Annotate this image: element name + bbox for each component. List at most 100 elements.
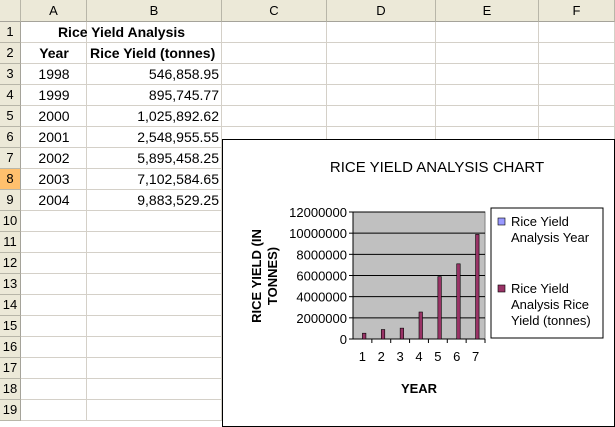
cell[interactable] (87, 295, 222, 316)
cell[interactable] (436, 22, 539, 43)
column-header-a[interactable]: A (21, 0, 87, 22)
cell[interactable] (87, 358, 222, 379)
cell[interactable] (87, 43, 222, 64)
cell[interactable] (539, 106, 615, 127)
cell[interactable] (21, 85, 87, 106)
cell[interactable] (436, 64, 539, 85)
cell[interactable] (436, 43, 539, 64)
cell[interactable] (21, 127, 87, 148)
cell[interactable] (436, 106, 539, 127)
row-header-11[interactable]: 11 (0, 232, 21, 253)
cell[interactable] (222, 43, 327, 64)
cell[interactable] (87, 400, 222, 421)
cell[interactable] (327, 64, 436, 85)
cell[interactable] (87, 337, 222, 358)
year-cell[interactable]: 1998 (38, 66, 70, 82)
cell[interactable] (87, 64, 222, 85)
row-header-14[interactable]: 14 (0, 295, 21, 316)
row-header-15[interactable]: 15 (0, 316, 21, 337)
cell[interactable] (87, 316, 222, 337)
cell[interactable] (21, 148, 87, 169)
select-all-corner[interactable] (0, 0, 21, 22)
cell[interactable] (327, 43, 436, 64)
cell[interactable] (87, 253, 222, 274)
year-cell[interactable]: 2001 (38, 129, 70, 145)
cell[interactable] (87, 190, 222, 211)
cell[interactable] (21, 43, 87, 64)
cell[interactable] (21, 253, 87, 274)
row-header-16[interactable]: 16 (0, 337, 21, 358)
cell[interactable] (87, 211, 222, 232)
row-header-9[interactable]: 9 (0, 190, 21, 211)
cell[interactable] (87, 106, 222, 127)
year-cell[interactable]: 2000 (38, 108, 70, 124)
cell[interactable] (21, 316, 87, 337)
row-header-13[interactable]: 13 (0, 274, 21, 295)
row-header-4[interactable]: 4 (0, 85, 21, 106)
yield-cell[interactable]: 5,895,458.25 (137, 150, 219, 166)
cell[interactable] (87, 169, 222, 190)
cell[interactable] (539, 64, 615, 85)
cell[interactable] (21, 22, 87, 43)
row-header-7[interactable]: 7 (0, 148, 21, 169)
cell[interactable] (21, 337, 87, 358)
row-header-10[interactable]: 10 (0, 211, 21, 232)
cell[interactable] (539, 85, 615, 106)
cell[interactable] (21, 190, 87, 211)
cell[interactable] (327, 22, 436, 43)
yield-cell[interactable]: 546,858.95 (148, 66, 219, 82)
cell[interactable] (327, 106, 436, 127)
row-header-2[interactable]: 2 (0, 43, 21, 64)
yield-cell[interactable]: 9,883,529.25 (137, 192, 219, 208)
cell[interactable] (87, 274, 222, 295)
cell[interactable] (87, 379, 222, 400)
header-year-cell[interactable]: Year (39, 45, 69, 61)
cell[interactable] (87, 127, 222, 148)
header-yield-cell[interactable]: Rice Yield (tonnes) (90, 45, 216, 61)
column-header-c[interactable]: C (222, 0, 327, 22)
year-cell[interactable]: 1999 (38, 87, 70, 103)
year-cell[interactable]: 2004 (38, 192, 70, 208)
row-header-5[interactable]: 5 (0, 106, 21, 127)
row-header-12[interactable]: 12 (0, 253, 21, 274)
year-cell[interactable]: 2003 (38, 171, 70, 187)
cell[interactable] (21, 400, 87, 421)
row-header-18[interactable]: 18 (0, 379, 21, 400)
yield-cell[interactable]: 7,102,584.65 (137, 171, 219, 187)
cell[interactable] (21, 379, 87, 400)
row-header-19[interactable]: 19 (0, 400, 21, 421)
year-cell[interactable]: 2002 (38, 150, 70, 166)
row-header-17[interactable]: 17 (0, 358, 21, 379)
yield-cell[interactable]: 895,745.77 (148, 87, 219, 103)
row-header-3[interactable]: 3 (0, 64, 21, 85)
cell[interactable] (222, 106, 327, 127)
row-header-6[interactable]: 6 (0, 127, 21, 148)
column-header-e[interactable]: E (436, 0, 539, 22)
yield-cell[interactable]: 2,548,955.55 (137, 129, 219, 145)
cell[interactable] (21, 64, 87, 85)
cell[interactable] (87, 232, 222, 253)
cell[interactable] (21, 169, 87, 190)
cell[interactable] (21, 106, 87, 127)
cell[interactable] (222, 22, 327, 43)
sheet-title-cell[interactable]: Rice Yield Analysis (57, 24, 186, 40)
column-header-b[interactable]: B (87, 0, 222, 22)
cell[interactable] (87, 85, 222, 106)
cell[interactable] (436, 85, 539, 106)
row-header-8[interactable]: 8 (0, 169, 21, 190)
chart-object[interactable]: 0 2000000 4000000 6000000 8000000 10000000 120… (222, 139, 615, 427)
cell[interactable] (21, 358, 87, 379)
cell[interactable] (327, 85, 436, 106)
row-header-1[interactable]: 1 (0, 22, 21, 43)
cell[interactable] (87, 22, 222, 43)
cell[interactable] (222, 64, 327, 85)
yield-cell[interactable]: 1,025,892.62 (137, 108, 219, 124)
cell[interactable] (21, 232, 87, 253)
cell[interactable] (21, 274, 87, 295)
cell[interactable] (21, 211, 87, 232)
column-header-f[interactable]: F (539, 0, 615, 22)
cell[interactable] (87, 148, 222, 169)
column-header-d[interactable]: D (327, 0, 436, 22)
cell[interactable] (222, 85, 327, 106)
